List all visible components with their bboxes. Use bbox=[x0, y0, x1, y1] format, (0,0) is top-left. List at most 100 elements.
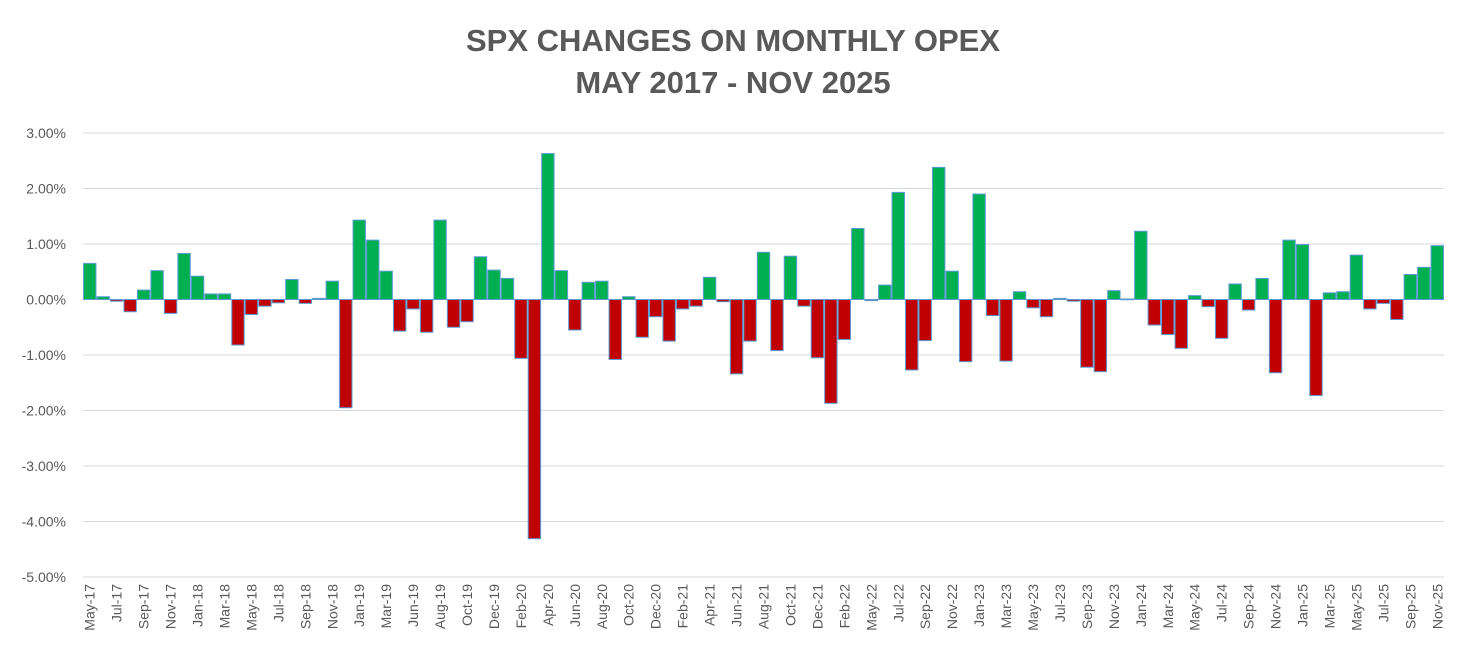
x-tick-label: Jul-25 bbox=[1375, 584, 1391, 622]
bar bbox=[217, 293, 232, 301]
bar bbox=[1053, 297, 1067, 301]
x-tick-label: Sep-22 bbox=[917, 584, 933, 629]
x-tick-label: Sep-24 bbox=[1241, 584, 1257, 629]
bar bbox=[824, 299, 838, 404]
y-tick-label: -4.00% bbox=[22, 514, 66, 530]
x-tick-label: Apr-21 bbox=[702, 584, 718, 626]
bar bbox=[83, 262, 97, 300]
bar bbox=[1066, 299, 1081, 302]
bar bbox=[163, 299, 178, 314]
bar bbox=[568, 299, 582, 331]
bar bbox=[379, 270, 393, 301]
x-tick-label: May-22 bbox=[863, 584, 879, 631]
x-tick-label: Jan-19 bbox=[351, 584, 367, 627]
x-tick-label: Feb-20 bbox=[513, 584, 529, 629]
bar bbox=[581, 281, 596, 301]
bar bbox=[1039, 299, 1054, 318]
bar bbox=[433, 219, 447, 300]
bar bbox=[325, 280, 339, 300]
chart-title: SPX CHANGES ON MONTHLY OPEX MAY 2017 - N… bbox=[0, 20, 1466, 104]
bar bbox=[1080, 299, 1094, 368]
x-tick-label: Jul-17 bbox=[109, 584, 125, 622]
x-tick-label: Jul-23 bbox=[1052, 584, 1068, 622]
x-tick-label: Nov-23 bbox=[1106, 584, 1122, 629]
x-tick-label: Jul-24 bbox=[1214, 584, 1230, 622]
bar bbox=[931, 166, 946, 300]
bar bbox=[190, 275, 205, 301]
x-tick-label: Nov-24 bbox=[1268, 584, 1284, 629]
bar bbox=[1255, 277, 1269, 301]
x-tick-label: Mar-23 bbox=[998, 584, 1014, 629]
bar bbox=[622, 296, 636, 301]
y-tick-label: 2.00% bbox=[26, 181, 66, 197]
bar bbox=[716, 299, 730, 303]
bar bbox=[756, 251, 771, 300]
x-tick-label: Jun-19 bbox=[405, 584, 421, 627]
x-tick-label: Mar-24 bbox=[1160, 584, 1176, 629]
bar bbox=[123, 299, 137, 313]
x-tick-label: Oct-19 bbox=[459, 584, 475, 626]
bar bbox=[608, 299, 622, 360]
x-tick-label: Oct-21 bbox=[782, 584, 798, 626]
bar bbox=[231, 299, 245, 346]
bar bbox=[783, 255, 798, 300]
x-tick-label: Jan-25 bbox=[1295, 584, 1311, 627]
bar bbox=[675, 299, 690, 310]
x-tick-label: Sep-17 bbox=[136, 584, 152, 629]
bar bbox=[1376, 299, 1391, 304]
x-tick-label: Mar-25 bbox=[1321, 584, 1337, 629]
x-tick-label: Jun-21 bbox=[729, 584, 745, 627]
x-tick-label: Sep-18 bbox=[297, 584, 313, 629]
bar bbox=[500, 277, 515, 301]
bar bbox=[406, 299, 420, 310]
bar bbox=[918, 299, 932, 342]
bar bbox=[541, 153, 555, 300]
bar bbox=[878, 284, 892, 301]
bar bbox=[392, 299, 407, 332]
bar bbox=[689, 299, 703, 307]
x-tick-label: Jul-22 bbox=[890, 584, 906, 622]
bar bbox=[1174, 299, 1188, 349]
bar bbox=[837, 299, 852, 340]
bar bbox=[1417, 266, 1431, 300]
x-tick-label: Aug-20 bbox=[594, 584, 610, 629]
x-tick-label: Feb-21 bbox=[675, 584, 691, 629]
bar bbox=[312, 297, 326, 301]
bar bbox=[96, 296, 110, 301]
bar bbox=[446, 299, 461, 328]
bar bbox=[1336, 291, 1350, 301]
x-tick-label: Jul-18 bbox=[270, 584, 286, 622]
bar bbox=[527, 299, 542, 540]
x-tick-label: May-18 bbox=[243, 584, 259, 631]
x-tick-label: Dec-21 bbox=[809, 584, 825, 629]
bar bbox=[1147, 299, 1161, 326]
bar bbox=[905, 299, 919, 371]
bar bbox=[1322, 292, 1337, 300]
x-tick-label: May-17 bbox=[82, 584, 98, 631]
bar bbox=[1012, 291, 1027, 301]
bar bbox=[1228, 283, 1242, 300]
bar bbox=[352, 219, 366, 300]
bar bbox=[460, 299, 474, 323]
x-tick-label: Jan-24 bbox=[1133, 584, 1149, 627]
bar bbox=[258, 299, 272, 307]
x-tick-label: Jan-23 bbox=[971, 584, 987, 627]
x-tick-label: May-24 bbox=[1187, 584, 1203, 631]
x-tick-label: Nov-25 bbox=[1429, 584, 1445, 629]
bar bbox=[702, 276, 717, 300]
bar bbox=[1214, 299, 1229, 339]
x-tick-label: Sep-25 bbox=[1402, 584, 1418, 629]
bar bbox=[554, 270, 569, 301]
bar bbox=[864, 299, 879, 302]
bar bbox=[136, 289, 151, 301]
bar bbox=[285, 279, 299, 300]
x-tick-label: May-25 bbox=[1348, 584, 1364, 631]
x-tick-label: Dec-19 bbox=[486, 584, 502, 629]
bar bbox=[1120, 298, 1135, 301]
chart-title-line-2: MAY 2017 - NOV 2025 bbox=[575, 65, 891, 100]
bar bbox=[473, 256, 488, 301]
bar bbox=[810, 299, 825, 359]
x-tick-label: Jun-20 bbox=[567, 584, 583, 627]
bar bbox=[1282, 239, 1296, 301]
